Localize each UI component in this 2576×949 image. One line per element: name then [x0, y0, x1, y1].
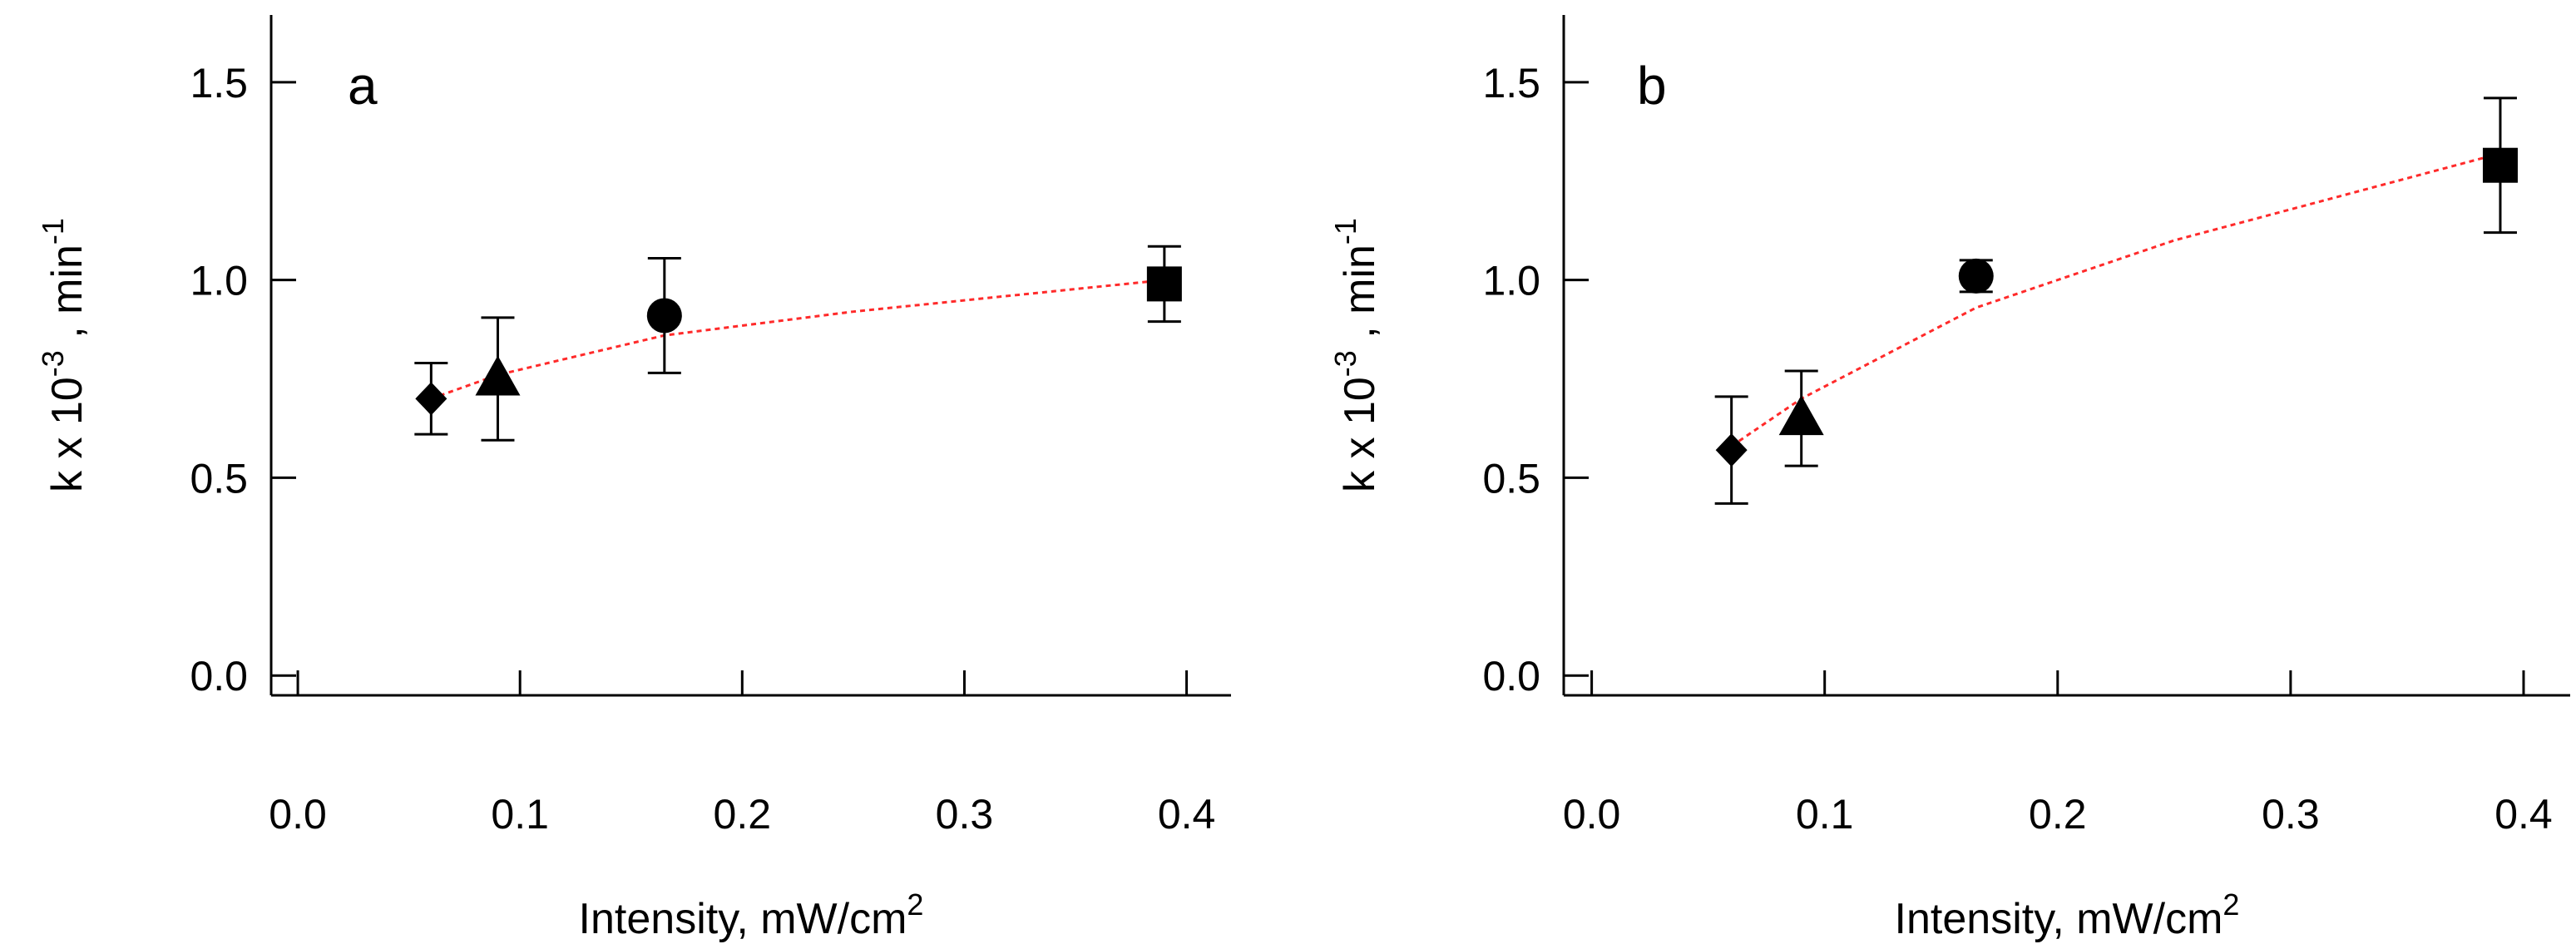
- x-axis-title: Intensity, mW/cm2: [1895, 887, 2240, 943]
- triangle-marker: [475, 355, 521, 396]
- circle-marker: [646, 298, 682, 334]
- x-tick-label: 0.4: [1158, 791, 1216, 838]
- panel-a: 0.0 0.5 1.0 1.5 0.0 0.1 0.2 0.3 0.4 Intensity, mW…: [36, 15, 1231, 943]
- square-marker: [1146, 266, 1182, 302]
- y-tick-label: 0.5: [190, 455, 248, 502]
- y-tick-label: 1.0: [190, 258, 248, 304]
- panel-b: 0.0 0.5 1.0 1.5 0.0 0.1 0.2 0.3 0.4 Intensity, mW…: [1328, 15, 2570, 943]
- x-tick-label: 0.2: [2029, 791, 2087, 838]
- x-tick-label: 0.1: [491, 791, 549, 838]
- x-tick-label: 0.4: [2494, 791, 2553, 838]
- diamond-marker: [1715, 433, 1748, 467]
- x-tick-label: 0.3: [936, 791, 994, 838]
- x-tick-label: 0.0: [269, 791, 327, 838]
- panel-label: a: [348, 56, 378, 116]
- triangle-marker: [1778, 395, 1824, 436]
- y-axis-title: k x 10-3 , min-1: [1328, 218, 1384, 492]
- panel-label: b: [1637, 56, 1667, 116]
- diamond-marker: [415, 382, 447, 416]
- circle-marker: [1958, 258, 1994, 294]
- y-tick-label: 0.0: [190, 653, 248, 699]
- x-axis-title: Intensity, mW/cm2: [579, 887, 924, 943]
- x-tick-label: 0.2: [714, 791, 772, 838]
- y-tick-label: 1.5: [1482, 60, 1540, 106]
- y-tick-label: 1.5: [190, 60, 248, 106]
- x-tick-label: 0.1: [1796, 791, 1854, 838]
- y-axis-title: k x 10-3 , min-1: [36, 218, 91, 492]
- x-tick-label: 0.3: [2262, 791, 2320, 838]
- square-marker: [2482, 147, 2518, 183]
- y-tick-label: 0.0: [1482, 653, 1540, 699]
- y-tick-label: 1.0: [1482, 258, 1540, 304]
- fit-line: [430, 279, 1165, 400]
- y-tick-label: 0.5: [1482, 455, 1540, 502]
- x-tick-label: 0.0: [1563, 791, 1621, 838]
- fit-line: [1730, 152, 2501, 447]
